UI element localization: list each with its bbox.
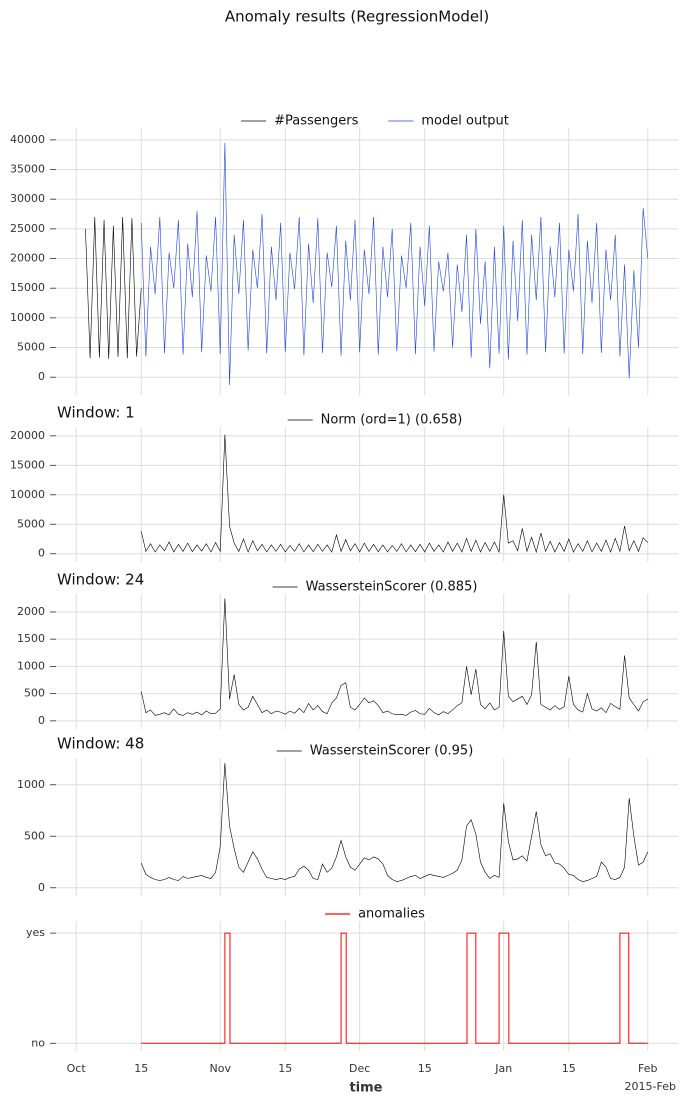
y-tick-label: 40000	[10, 133, 45, 146]
y-tick-label: 10000	[10, 311, 45, 324]
y-tick-label: 20000	[10, 252, 45, 265]
y-tick-label: 1500	[17, 632, 45, 645]
y-tick-label: 1000	[17, 778, 45, 791]
y-tick-label: 0	[38, 714, 45, 727]
y-tick-label: 0	[38, 547, 45, 560]
y-tick-label: 2000	[17, 605, 45, 618]
x-tick-label: 15	[562, 1062, 576, 1075]
y-tick-label: 35000	[10, 163, 45, 176]
legend-label: #Passengers	[274, 114, 358, 129]
series-line	[140, 763, 649, 882]
x-axis-label: time	[349, 1081, 382, 1096]
x-tick-label: 15	[278, 1062, 292, 1075]
series-line	[140, 598, 648, 716]
x-tick-label: Feb	[638, 1062, 657, 1075]
x-tick-label: Oct	[67, 1062, 87, 1075]
y-tick-label: 25000	[10, 222, 45, 235]
x-tick-label: 15	[418, 1062, 432, 1075]
y-tick-label: yes	[26, 926, 45, 939]
panel-title: Window: 1	[57, 404, 135, 422]
legend-label: model output	[421, 114, 509, 129]
series-line	[140, 434, 649, 554]
y-tick-label: 15000	[10, 458, 45, 471]
y-tick-label: 10000	[10, 488, 45, 501]
series-line	[85, 216, 142, 359]
y-tick-label: 1000	[17, 659, 45, 672]
x-offset-label: 2015-Feb	[625, 1080, 676, 1093]
x-tick-label: Nov	[210, 1062, 232, 1075]
series-line	[141, 932, 648, 1044]
panel-title: Window: 48	[57, 735, 144, 753]
y-tick-label: 5000	[17, 341, 45, 354]
y-tick-label: 500	[24, 687, 45, 700]
panel-title: Window: 24	[57, 571, 144, 589]
y-tick-label: 30000	[10, 192, 45, 205]
y-tick-label: no	[31, 1036, 45, 1049]
x-tick-label: 15	[134, 1062, 148, 1075]
y-tick-label: 0	[38, 881, 45, 894]
legend-label: WassersteinScorer (0.885)	[306, 580, 478, 595]
x-tick-label: Dec	[349, 1062, 370, 1075]
y-tick-label: 5000	[17, 517, 45, 530]
y-tick-label: 500	[24, 829, 45, 842]
figure-title: Anomaly results (RegressionModel)	[225, 8, 489, 26]
x-tick-label: Jan	[494, 1062, 512, 1075]
legend-label: Norm (ord=1) (0.658)	[321, 413, 463, 428]
legend-label: anomalies	[358, 907, 425, 922]
y-tick-label: 15000	[10, 281, 45, 294]
series-line	[140, 142, 649, 385]
y-tick-label: 0	[38, 370, 45, 383]
legend-label: WassersteinScorer (0.95)	[310, 744, 474, 759]
y-tick-label: 20000	[10, 429, 45, 442]
